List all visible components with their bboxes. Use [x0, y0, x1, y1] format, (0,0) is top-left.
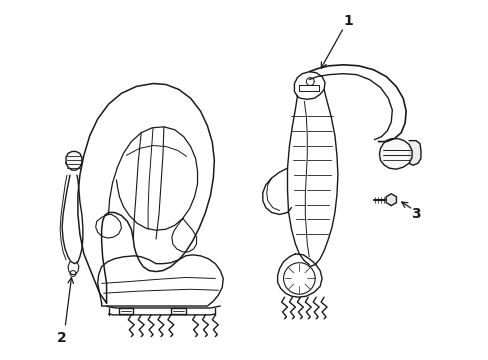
Text: 3: 3 — [410, 207, 420, 221]
Polygon shape — [379, 139, 411, 169]
Polygon shape — [66, 152, 81, 170]
Text: 2: 2 — [57, 330, 67, 345]
Text: 1: 1 — [343, 14, 353, 27]
Polygon shape — [408, 141, 420, 165]
Polygon shape — [386, 194, 396, 206]
